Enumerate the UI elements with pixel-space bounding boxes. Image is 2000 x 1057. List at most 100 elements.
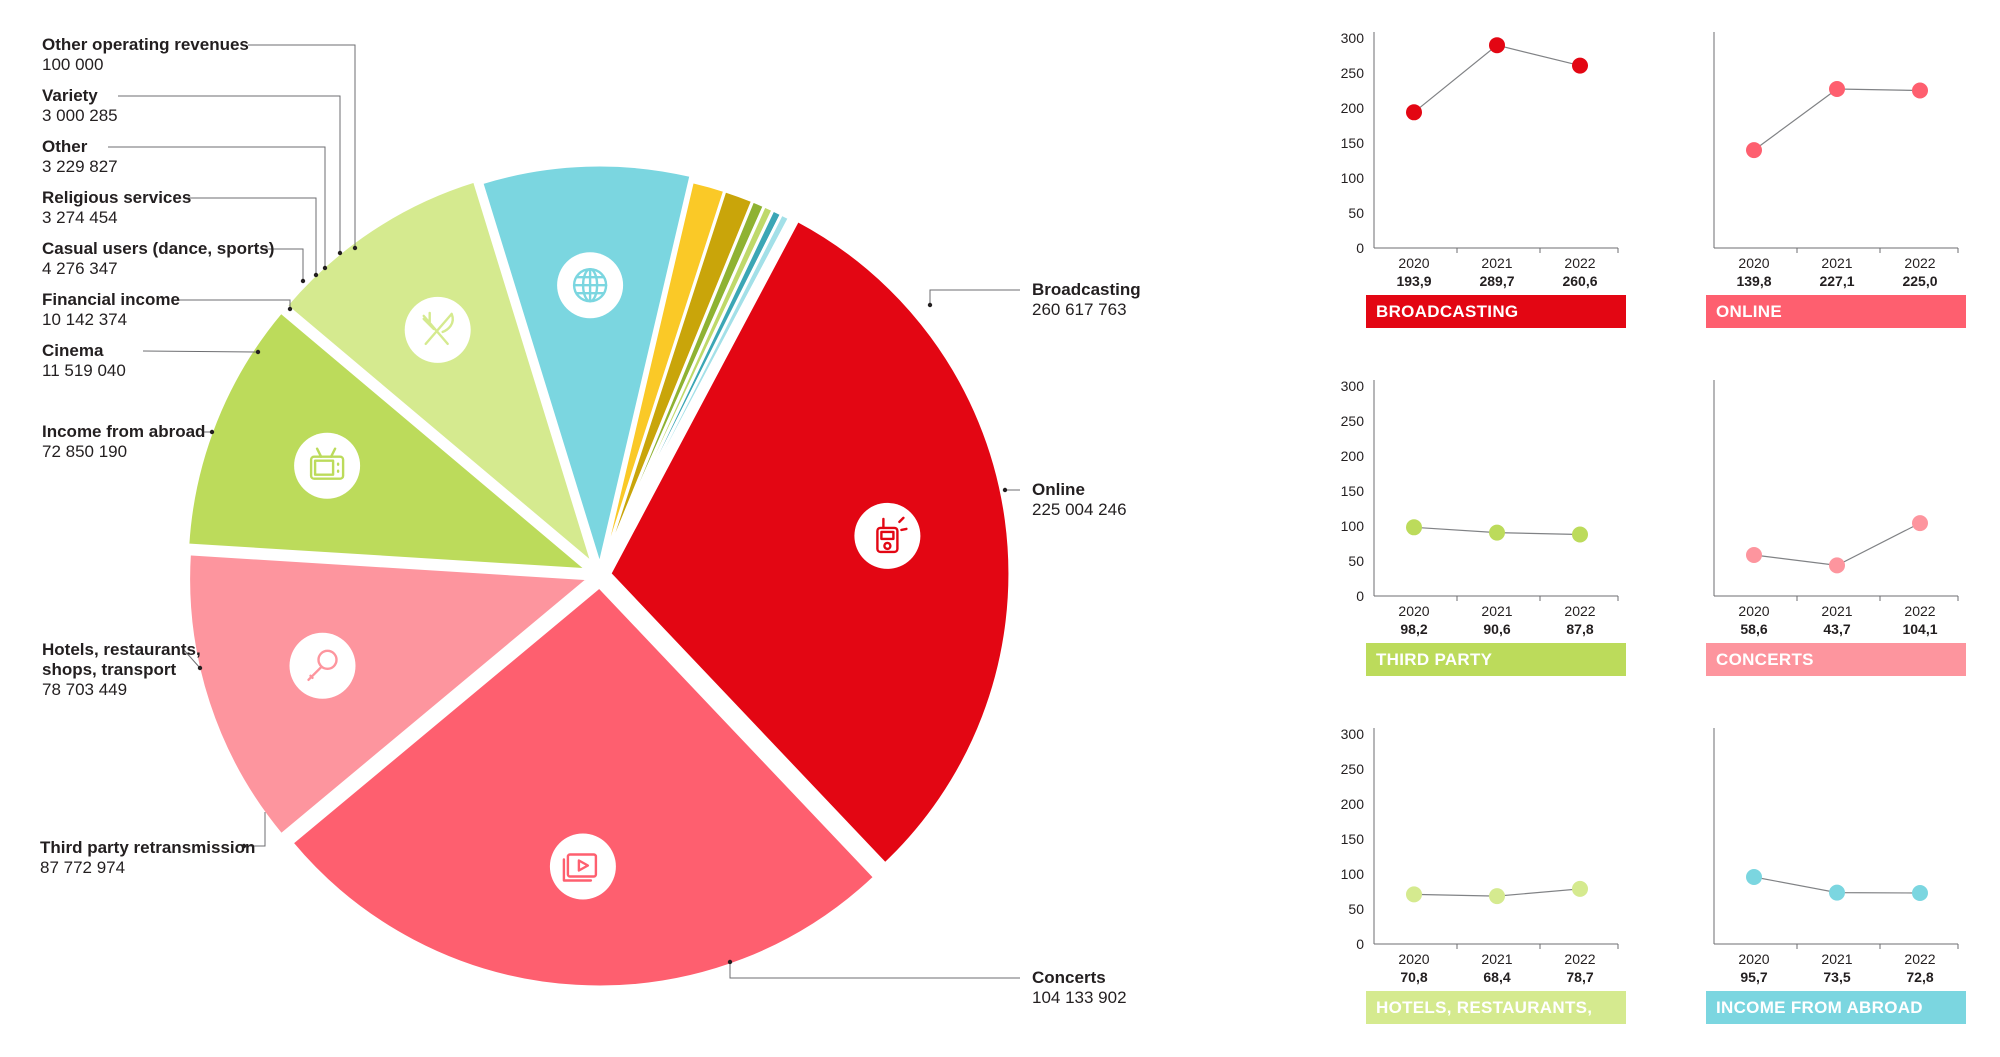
pie-label-religious-services: Religious services 3 274 454 [42, 188, 191, 228]
tv-icon [294, 432, 361, 499]
pie-label-value: 100 000 [42, 55, 104, 74]
pie-label-other-operating-revenues: Other operating revenues 100 000 [42, 35, 249, 75]
y-tick-label: 300 [1341, 726, 1365, 742]
data-label: 104,1 [1902, 621, 1937, 637]
pie-label-value: 260 617 763 [1032, 300, 1127, 319]
data-label: 260,6 [1562, 273, 1597, 289]
y-tick-label: 300 [1341, 378, 1365, 394]
series-line [1753, 88, 1921, 151]
leader-line-third-party-retransmission [244, 812, 266, 847]
data-label: 227,1 [1819, 273, 1854, 289]
y-tick-label: 0 [1356, 936, 1364, 952]
y-tick-label: 0 [1356, 240, 1364, 256]
x-tick-label: 2020 [1398, 255, 1429, 271]
data-point-2020 [1406, 886, 1422, 903]
y-tick-label: 50 [1348, 205, 1364, 221]
pie-slice-broadcasting [608, 218, 1012, 867]
y-tick-label: 250 [1341, 413, 1365, 429]
leader-line-financial-income [176, 299, 291, 309]
radio-icon [854, 502, 921, 569]
y-tick-label: 150 [1341, 135, 1365, 151]
x-tick-label: 2020 [1738, 255, 1769, 271]
leader-dot-hotels-restaurants-shops-transport [197, 665, 203, 671]
line-chart-third-party-retransmission: 0 50 100 150 200 250 300 2020 98,2 2021 90,6 2022 87… [1341, 378, 1626, 702]
pie-label-concerts: Concerts 104 133 902 [1032, 968, 1127, 1008]
chart-title-banner: CONCERTS [1706, 643, 1966, 676]
pie-label-financial-income: Financial income 10 142 374 [42, 290, 180, 330]
leader-line-concerts [729, 962, 1020, 979]
pie-slice-online [289, 584, 877, 989]
leader-dot-other-operating-revenues [352, 245, 358, 251]
x-tick-label: 2021 [1821, 255, 1852, 271]
pie-slice-concerts [187, 552, 593, 837]
chart-title-banner: THIRD PARTY RETRANSMISSION [1366, 643, 1626, 702]
leader-line-other [108, 146, 326, 268]
y-tick-label: 150 [1341, 483, 1365, 499]
pie-label-third-party-retransmission: Third party retransmission 87 772 974 [40, 838, 255, 878]
pie-label-value: 87 772 974 [40, 858, 126, 877]
data-point-2022 [1572, 57, 1588, 74]
chart-title-banner: ONLINE [1706, 295, 1966, 328]
pie-label-cinema: Cinema 11 519 040 [42, 341, 126, 381]
pie-label-name: Cinema [42, 341, 104, 360]
pie-label-casual-users-dance-sports: Casual users (dance, sports) 4 276 347 [42, 239, 274, 279]
leader-dot-other [322, 265, 328, 271]
x-tick-label: 2022 [1904, 951, 1935, 967]
pie-label-value: 3 274 454 [42, 208, 118, 227]
leader-dot-religious-services [313, 272, 319, 278]
pie-label-variety: Variety 3 000 285 [42, 86, 118, 126]
data-label: 289,7 [1479, 273, 1514, 289]
pie-label-name: Third party retransmission [40, 838, 256, 857]
pie-label-name: Variety [42, 86, 98, 105]
data-point-2021 [1489, 37, 1505, 54]
y-tick-label: 200 [1341, 796, 1365, 812]
x-tick-label: 2021 [1821, 603, 1852, 619]
pie-label-name: Casual users (dance, sports) [42, 239, 275, 258]
pie-label-hotels-restaurants-shops-transport: Hotels, restaurants, shops, transport 78 … [42, 640, 202, 700]
data-point-2020 [1746, 142, 1762, 159]
x-tick-label: 2022 [1904, 603, 1935, 619]
data-point-2022 [1912, 82, 1928, 99]
x-tick-label: 2021 [1821, 951, 1852, 967]
y-tick-label: 100 [1341, 518, 1365, 534]
data-label: 70,8 [1400, 969, 1427, 985]
leader-line-cinema [142, 350, 259, 353]
pie-slice-hotels-restaurants-shops-transport [284, 179, 596, 568]
x-tick-label: 2022 [1564, 255, 1595, 271]
data-point-2021 [1489, 888, 1505, 905]
data-label: 78,7 [1566, 969, 1593, 985]
x-tick-label: 2021 [1481, 255, 1512, 271]
pie-label-name: Other operating revenues [42, 35, 249, 54]
data-label: 73,5 [1823, 969, 1850, 985]
pie-label-online: Online 225 004 246 [1032, 480, 1127, 520]
pie-label-name: Other [42, 137, 88, 156]
pie-slice-third-party-retransmission [186, 309, 592, 572]
y-tick-label: 200 [1341, 100, 1365, 116]
leader-line-hotels-restaurants-shops-transport [183, 649, 201, 669]
x-tick-label: 2020 [1738, 951, 1769, 967]
chart-title-banner: HOTELS, RESTAURANTS, SHOPS [1366, 991, 1626, 1050]
pie-leader-lines [108, 44, 1020, 979]
leader-dot-variety [337, 250, 343, 256]
pie-label-value: 225 004 246 [1032, 500, 1127, 519]
data-point-2021 [1829, 884, 1845, 901]
data-point-2020 [1746, 547, 1762, 563]
y-tick-label: 0 [1356, 588, 1364, 604]
data-label: 58,6 [1740, 621, 1767, 637]
chart-title-banner: INCOME FROM ABROAD [1706, 991, 1966, 1024]
x-tick-label: 2022 [1564, 951, 1595, 967]
series-line [1413, 44, 1581, 113]
y-tick-label: 150 [1341, 831, 1365, 847]
line-chart-online: 2020 139,8 2021 227,1 2022 225,0 ONLINE [1706, 30, 1966, 330]
pie-label-name: Income from abroad [42, 422, 206, 441]
line-chart-concerts: 2020 58,6 2021 43,7 2022 104,1 CONCERTS [1706, 378, 1966, 678]
pie-label-other: Other 3 229 827 [42, 137, 118, 177]
pie-label-value: 72 850 190 [42, 442, 128, 461]
data-point-2022 [1912, 515, 1928, 532]
y-tick-label: 200 [1341, 448, 1365, 464]
pie-slice-income-from-abroad [479, 163, 693, 571]
data-point-2020 [1406, 104, 1422, 121]
x-tick-label: 2020 [1398, 951, 1429, 967]
data-point-2021 [1489, 524, 1505, 541]
fork-knife-icon [404, 296, 471, 363]
